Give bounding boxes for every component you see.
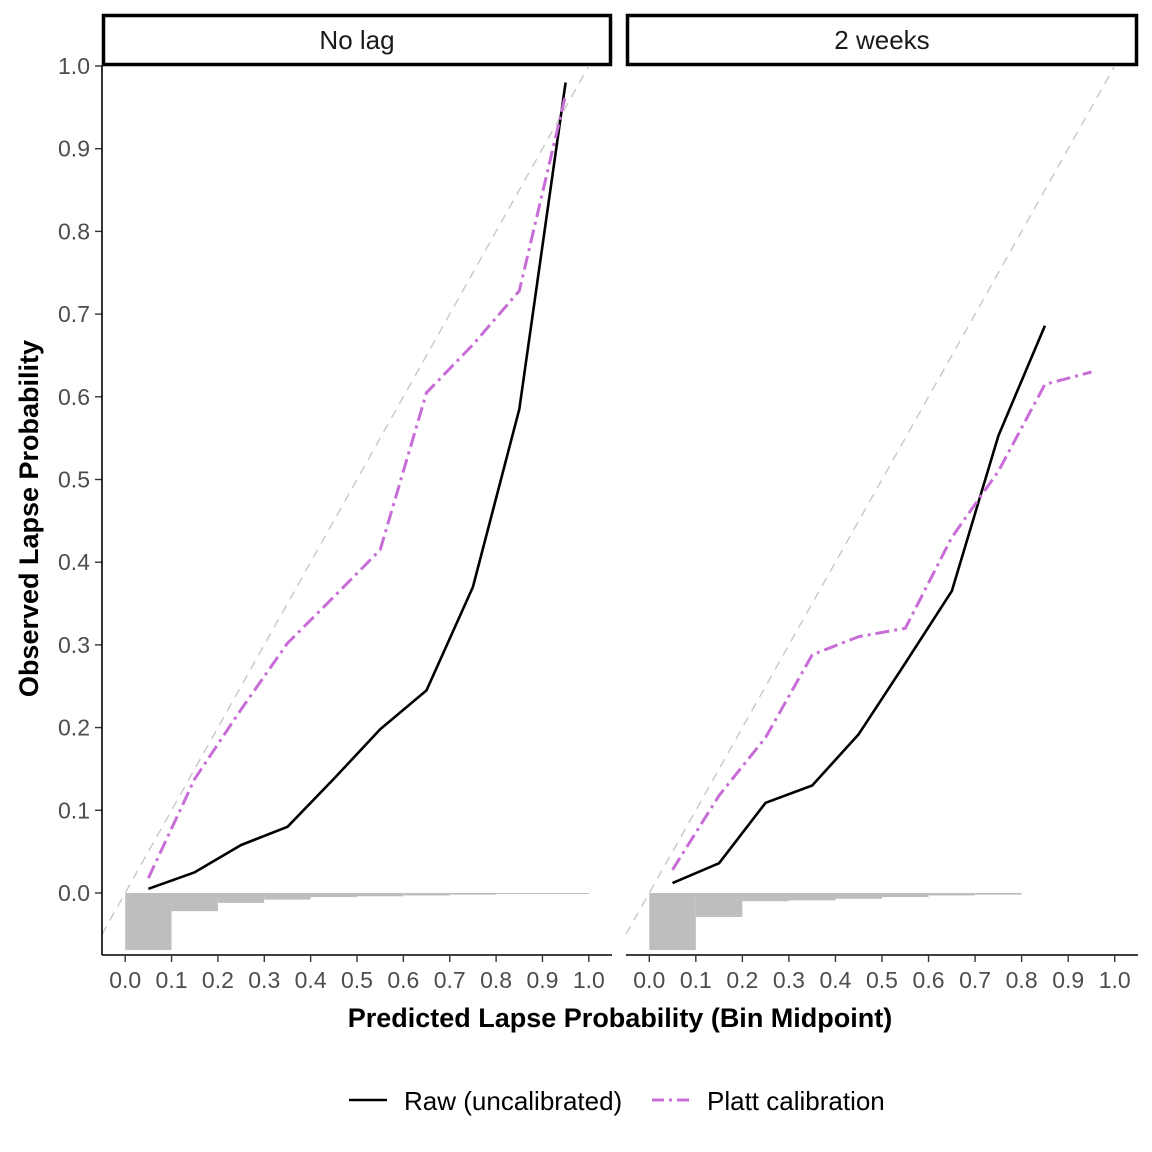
x-axis-title: Predicted Lapse Probability (Bin Midpoin… xyxy=(348,1003,893,1033)
x-tick-label: 0.3 xyxy=(248,967,280,993)
x-tick-label: 0.2 xyxy=(726,967,758,993)
histogram-bar xyxy=(788,892,836,901)
raw-series-line xyxy=(671,325,1047,885)
facet-strip-label: No lag xyxy=(319,25,394,55)
histogram-bar xyxy=(882,892,929,898)
histogram-bar xyxy=(835,892,882,899)
x-tick-label: 0.6 xyxy=(913,967,945,993)
x-tick-label: 0.4 xyxy=(295,967,327,993)
x-tick-label: 0.8 xyxy=(1006,967,1038,993)
x-tick-label: 0.0 xyxy=(633,967,665,993)
y-tick-label: 1.0 xyxy=(58,53,90,79)
facet-strip xyxy=(101,13,613,67)
histogram-bar xyxy=(928,892,976,896)
y-tick-label: 0.8 xyxy=(58,218,90,244)
x-tick-label: 0.8 xyxy=(480,967,512,993)
x-tick-label: 0.4 xyxy=(819,967,851,993)
reference-line xyxy=(102,66,590,935)
x-tick-label: 0.9 xyxy=(526,967,558,993)
raw-series-line xyxy=(147,82,567,891)
plot-area xyxy=(626,66,1116,951)
x-tick-label: 0.1 xyxy=(156,967,188,993)
y-tick-label: 0.4 xyxy=(58,549,90,575)
x-tick-label: 1.0 xyxy=(573,967,605,993)
histogram-bar xyxy=(496,892,543,894)
x-tick-label: 0.7 xyxy=(959,967,991,993)
histogram-bar xyxy=(357,892,404,897)
x-tick-label: 1.0 xyxy=(1099,967,1131,993)
x-tick-label: 0.0 xyxy=(109,967,141,993)
histogram-bar xyxy=(125,892,172,951)
y-tick-label: 0.7 xyxy=(58,301,90,327)
x-tick-label: 0.3 xyxy=(773,967,805,993)
legend: Raw (uncalibrated) Platt calibration xyxy=(349,1086,885,1116)
y-tick-label: 0.1 xyxy=(58,797,90,823)
histogram-bar xyxy=(649,892,696,951)
platt-series-line xyxy=(671,370,1092,871)
plot-area xyxy=(102,66,590,951)
x-tick-label: 0.6 xyxy=(387,967,419,993)
y-axis-title: Observed Lapse Probability xyxy=(14,340,44,697)
facet-panel-1: 2 weeks 0.0 0.1 0.2 0.3 0.4 0.5 0.6 0.7 0.8 0.9 1.0 xyxy=(625,13,1139,993)
x-tick-label: 0.9 xyxy=(1052,967,1084,993)
histogram-bar xyxy=(403,892,450,896)
facet-panel-0: No lag 0.0 0.1 0.2 0.3 0.4 0.5 0.6 0.7 0.8 0.9 1.0 xyxy=(101,13,613,993)
y-tick-label: 0.2 xyxy=(58,715,90,741)
histogram-bar xyxy=(695,892,743,917)
x-tick-label: 0.7 xyxy=(434,967,466,993)
x-tick-label: 0.5 xyxy=(341,967,373,993)
legend-label-raw: Raw (uncalibrated) xyxy=(404,1086,622,1116)
y-tick-label: 0.6 xyxy=(58,384,90,410)
x-tick-label: 0.2 xyxy=(202,967,234,993)
histogram-bar xyxy=(264,892,311,900)
reference-line xyxy=(626,66,1116,935)
y-tick-label: 0.5 xyxy=(58,466,90,492)
y-tick-label: 0.0 xyxy=(58,880,90,906)
x-tick-label: 0.5 xyxy=(866,967,898,993)
histogram-bar xyxy=(542,892,589,894)
histogram-bar xyxy=(171,892,218,912)
histogram-bar xyxy=(742,892,789,902)
facet-strip-label: 2 weeks xyxy=(834,25,929,55)
x-tick-label: 0.1 xyxy=(680,967,712,993)
histogram-bar xyxy=(449,892,497,895)
histogram-bar xyxy=(217,892,265,903)
legend-label-platt: Platt calibration xyxy=(707,1086,885,1116)
y-tick-label: 0.3 xyxy=(58,632,90,658)
y-tick-label: 0.9 xyxy=(58,136,90,162)
facet-strip xyxy=(625,13,1139,67)
platt-series-line xyxy=(147,94,568,879)
histogram-bar xyxy=(310,892,357,898)
histogram-bar xyxy=(975,892,1022,895)
